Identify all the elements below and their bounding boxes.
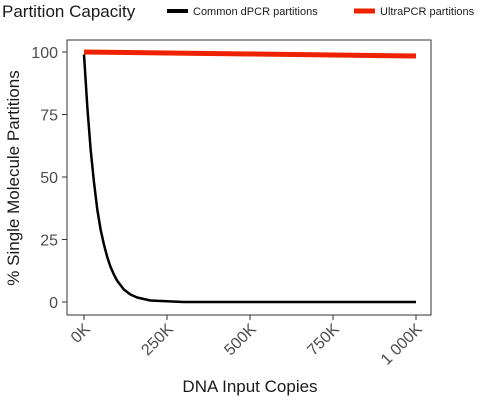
x-tick-label: 1 000K xyxy=(378,321,426,369)
y-tick-label: 0 xyxy=(49,295,58,312)
x-axis-title: DNA Input Copies xyxy=(182,377,317,396)
x-tick-label: 500K xyxy=(221,321,260,360)
series-line-common-dpcr xyxy=(82,54,416,304)
legend: Partition Capacity Common dPCR partition… xyxy=(2,2,475,21)
x-tick-label: 0K xyxy=(68,321,94,347)
series-line-ultrapcr xyxy=(83,49,417,59)
plot-panel xyxy=(66,39,432,316)
series-layer xyxy=(82,49,417,304)
legend-label-ultrapcr: UltraPCR partitions xyxy=(380,6,475,18)
x-axis: 0K 250K 500K 750K 1 000K xyxy=(68,315,426,369)
y-tick-label: 50 xyxy=(40,170,58,187)
y-axis-title: % Single Molecule Partitions xyxy=(4,70,23,285)
y-tick-label: 100 xyxy=(31,45,58,62)
legend-label-common-dpcr: Common dPCR partitions xyxy=(193,6,318,18)
x-tick-label: 750K xyxy=(304,321,343,360)
x-tick-label: 250K xyxy=(138,321,177,360)
legend-title: Partition Capacity xyxy=(2,2,136,21)
y-tick-label: 75 xyxy=(40,108,58,125)
y-tick-label: 25 xyxy=(40,233,58,250)
y-axis: 0 25 50 75 100 xyxy=(31,45,67,312)
